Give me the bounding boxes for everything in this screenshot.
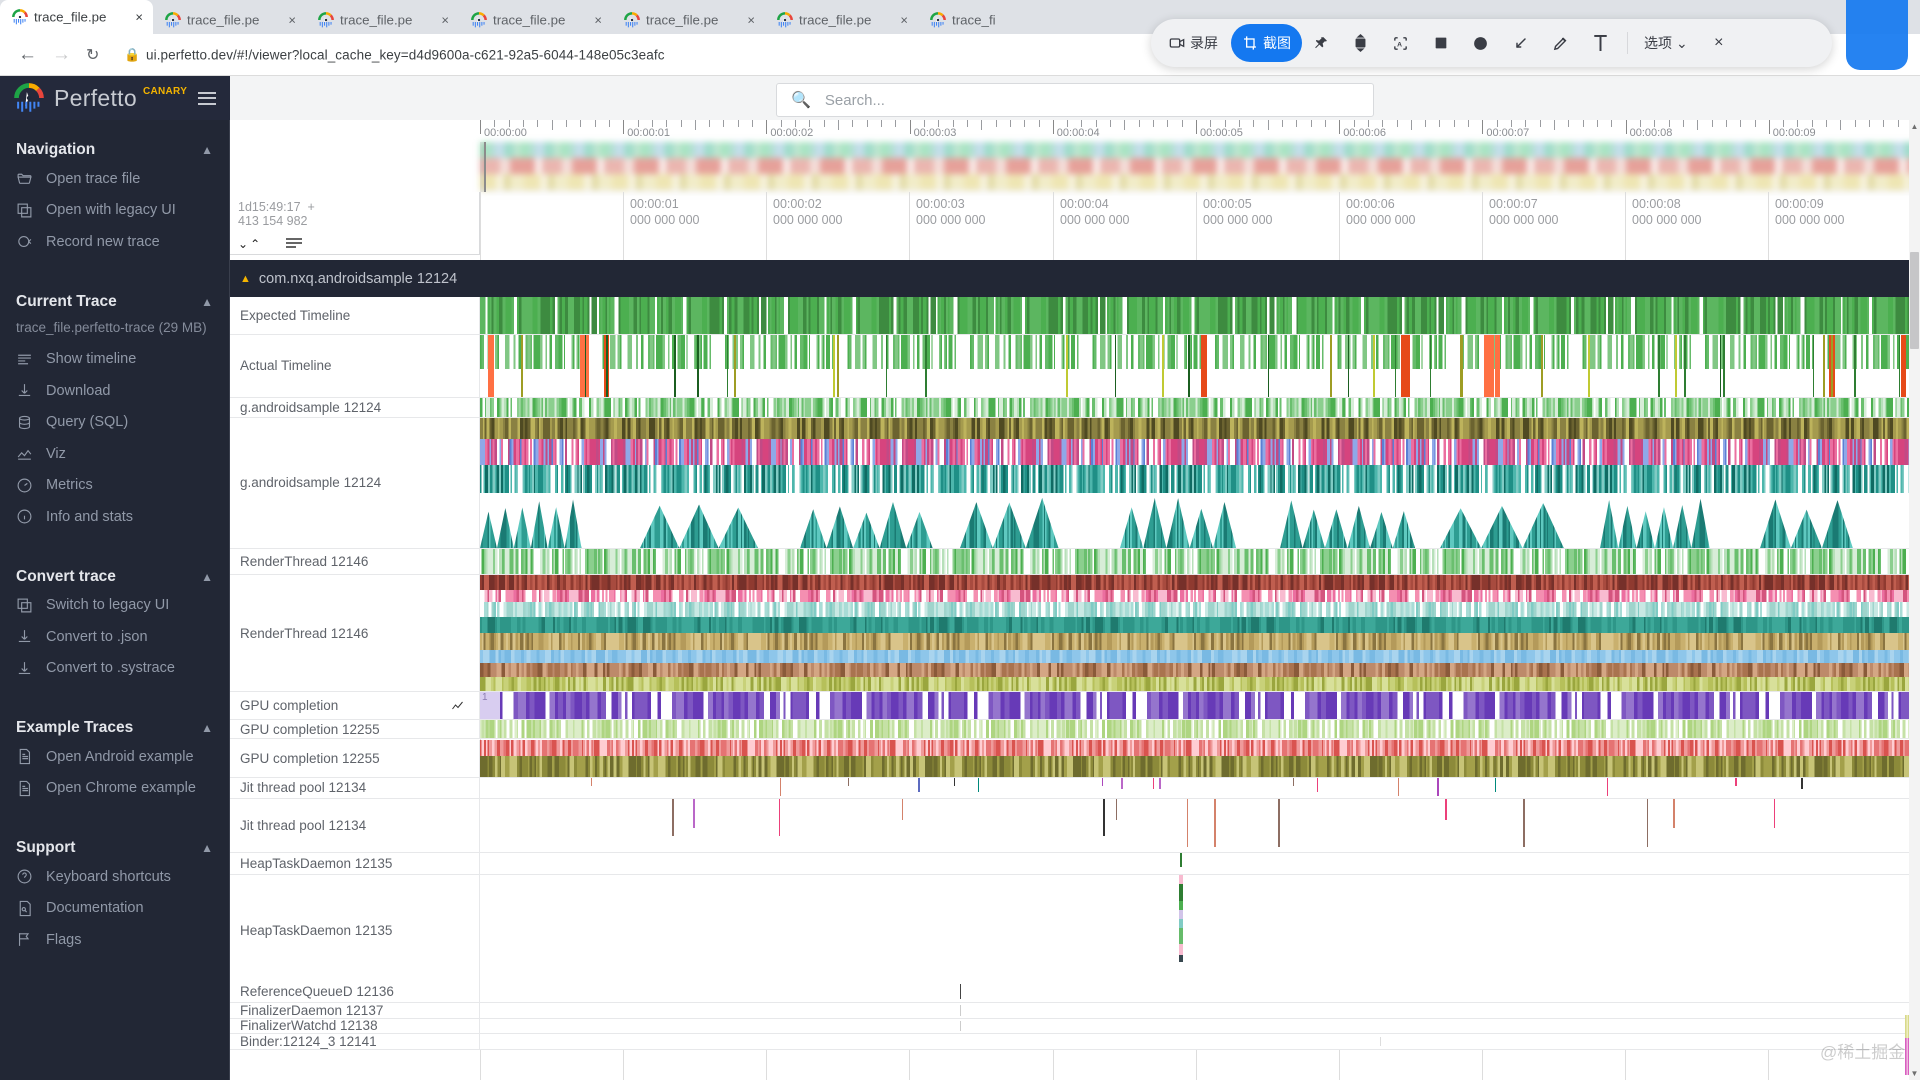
svg-text:A: A	[1397, 41, 1402, 48]
